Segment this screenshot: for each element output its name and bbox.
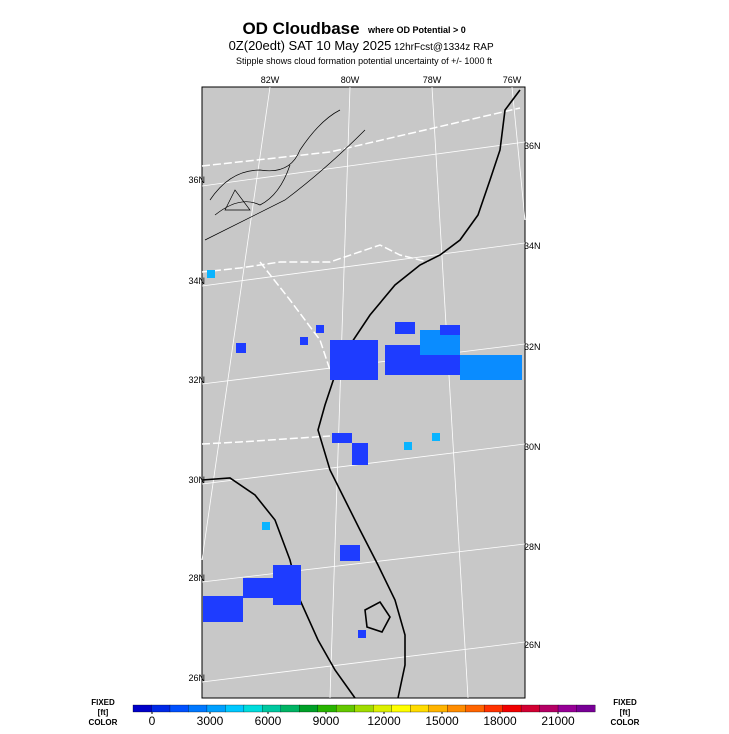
note: Stipple shows cloud formation potential … — [236, 56, 492, 66]
colorbar-tick-label: 12000 — [367, 714, 401, 728]
colorbar-tick-label: 15000 — [425, 714, 459, 728]
colorbar-side-label: FIXED — [91, 698, 115, 707]
colorbar-swatch — [354, 704, 374, 713]
lat-label: 34N — [188, 276, 205, 286]
colorbar-swatch — [428, 704, 448, 713]
map — [201, 86, 526, 699]
colorbar-swatch — [502, 704, 522, 713]
cloudbase-cells — [203, 270, 522, 638]
lat-label: 36N — [524, 141, 541, 151]
colorbar-swatch — [132, 704, 152, 713]
colorbar-swatch — [391, 704, 411, 713]
lat-label: 32N — [524, 342, 541, 352]
colorbar-swatch — [410, 704, 430, 713]
colorbar-swatch — [557, 704, 577, 713]
title-note: where OD Potential > 0 — [367, 25, 466, 35]
map-area — [201, 86, 526, 699]
colorbar-swatch — [243, 704, 263, 713]
colorbar-side-label: FIXED — [613, 698, 637, 707]
colorbar-tick-label: 9000 — [313, 714, 340, 728]
forecast: 12hrFcst@1334z RAP — [394, 42, 494, 53]
lat-label: 32N — [188, 375, 205, 385]
lat-label: 30N — [524, 442, 541, 452]
lon-label: 76W — [503, 75, 522, 85]
colorbar-swatch — [520, 704, 541, 713]
lon-label: 80W — [341, 75, 360, 85]
lat-label: 28N — [524, 542, 541, 552]
borders — [201, 107, 521, 445]
colorbar-swatch — [262, 704, 282, 713]
colorbar-swatch — [539, 704, 559, 713]
colorbar-swatch — [169, 704, 189, 713]
colorbar-tick-label: 6000 — [255, 714, 282, 728]
lat-label: 28N — [188, 573, 205, 583]
lat-label: 36N — [188, 175, 205, 185]
run-time: 0Z(20edt) SAT 10 May 2025 — [229, 38, 392, 53]
colorbar-swatch — [373, 704, 393, 713]
colorbar-swatch — [188, 704, 208, 713]
colorbar-swatch — [151, 704, 171, 713]
colorbar-swatch — [576, 704, 596, 713]
colorbar-side-label: COLOR — [89, 718, 118, 727]
title: OD Cloudbase — [242, 19, 359, 38]
colorbar-tick-label: 18000 — [483, 714, 517, 728]
lat-label: 30N — [188, 475, 205, 485]
lat-label: 26N — [188, 673, 205, 683]
colorbar-tick-label: 3000 — [197, 714, 224, 728]
colorbar-side-label: [ft] — [98, 708, 109, 717]
lat-label: 26N — [524, 640, 541, 650]
colorbar-swatch — [465, 704, 485, 713]
colorbar-swatch — [483, 704, 504, 713]
lon-label: 82W — [261, 75, 280, 85]
colorbar-swatch — [299, 704, 319, 713]
colorbar-side-label: COLOR — [611, 718, 640, 727]
colorbar-swatch — [280, 704, 300, 713]
terrain-contours — [204, 109, 366, 241]
graticule — [201, 86, 526, 699]
colorbar-tick-label: 21000 — [541, 714, 575, 728]
colorbar-swatch — [225, 704, 245, 713]
colorbar-swatch — [336, 704, 356, 713]
colorbar-swatch — [447, 704, 467, 713]
lat-label: 34N — [524, 241, 541, 251]
colorbar-swatch — [206, 704, 226, 713]
colorbar-tick-label: 0 — [149, 714, 156, 728]
colorbar-swatch — [317, 704, 337, 713]
colorbar-side-label: [ft] — [620, 708, 631, 717]
lon-label: 78W — [423, 75, 442, 85]
